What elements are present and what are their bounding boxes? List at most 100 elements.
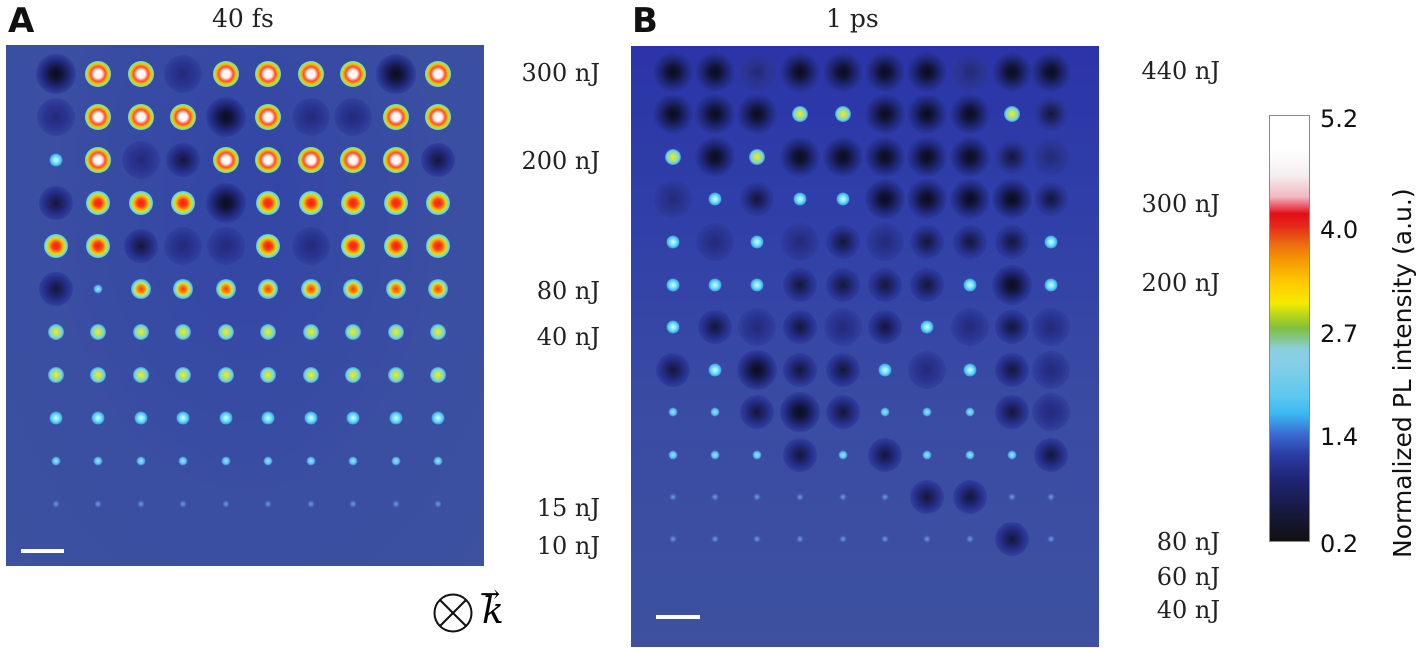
pl-dot bbox=[783, 353, 817, 387]
pl-dot bbox=[738, 53, 776, 91]
pl-dot bbox=[299, 191, 323, 215]
pl-dot bbox=[953, 225, 987, 259]
pl-dot bbox=[865, 52, 905, 92]
pl-dot bbox=[221, 456, 231, 466]
pl-dot bbox=[823, 52, 863, 92]
pl-dot bbox=[995, 225, 1029, 259]
energy-label: 300 nJ bbox=[521, 59, 600, 87]
pl-dot bbox=[124, 229, 158, 263]
energy-label: 40 nJ bbox=[536, 323, 600, 351]
wave-vector-k: k bbox=[482, 591, 504, 632]
pl-dot bbox=[386, 279, 406, 299]
pl-dot bbox=[49, 153, 63, 167]
pl-dot bbox=[426, 234, 450, 258]
pl-dot bbox=[666, 235, 680, 249]
pl-dot bbox=[176, 411, 190, 425]
pl-dot bbox=[346, 411, 360, 425]
energy-label: 200 nJ bbox=[1141, 269, 1220, 297]
pl-dot bbox=[708, 363, 722, 377]
pl-dot bbox=[263, 456, 273, 466]
pl-dot bbox=[753, 493, 761, 501]
pl-dot bbox=[1034, 182, 1068, 216]
pl-dot bbox=[951, 53, 989, 91]
pl-dot bbox=[340, 61, 366, 87]
pl-dot bbox=[781, 223, 819, 261]
pl-dot bbox=[881, 535, 889, 543]
pl-dot bbox=[865, 94, 905, 134]
pl-dot bbox=[750, 235, 764, 249]
pl-dot bbox=[950, 94, 990, 134]
pl-dot bbox=[255, 147, 281, 173]
pl-dot bbox=[388, 324, 404, 340]
pl-dot bbox=[258, 279, 278, 299]
energy-label: 200 nJ bbox=[521, 147, 600, 175]
pl-dot bbox=[340, 147, 366, 173]
pl-dot bbox=[796, 493, 804, 501]
pl-dot bbox=[992, 52, 1032, 92]
pl-dot bbox=[708, 192, 722, 206]
pl-dot bbox=[953, 480, 987, 514]
pl-dot bbox=[780, 137, 820, 177]
energy-label: 300 nJ bbox=[1141, 190, 1220, 218]
pl-dot bbox=[740, 182, 774, 216]
pl-dot bbox=[206, 97, 246, 137]
pl-dot bbox=[708, 278, 722, 292]
pl-dot bbox=[129, 191, 153, 215]
pl-dot bbox=[218, 367, 234, 383]
pl-dot bbox=[1007, 450, 1017, 460]
pl-dot bbox=[166, 143, 200, 177]
pl-dot bbox=[908, 351, 946, 389]
pl-dot bbox=[835, 106, 851, 122]
pl-dot bbox=[780, 52, 820, 92]
pl-dot bbox=[1008, 493, 1016, 501]
pl-dot bbox=[93, 284, 103, 294]
pl-dot bbox=[839, 535, 847, 543]
pl-dot bbox=[711, 493, 719, 501]
pl-dot bbox=[376, 54, 416, 94]
colorbar-tick-5-2: 5.2 bbox=[1320, 105, 1359, 133]
pl-dot bbox=[865, 137, 905, 177]
pl-dot bbox=[1032, 351, 1070, 389]
pl-dot bbox=[164, 227, 202, 265]
pl-dot bbox=[222, 500, 230, 508]
pl-dot bbox=[430, 324, 446, 340]
panel-a-letter: A bbox=[8, 1, 35, 41]
pl-dot bbox=[995, 395, 1029, 429]
pl-dot bbox=[881, 493, 889, 501]
pl-dot bbox=[94, 500, 102, 508]
pl-dot bbox=[737, 350, 777, 390]
pl-dot bbox=[85, 61, 111, 87]
pl-dot bbox=[695, 52, 735, 92]
pl-dot bbox=[383, 147, 409, 173]
pl-dot bbox=[90, 324, 106, 340]
energy-label: 440 nJ bbox=[1141, 57, 1220, 85]
pl-dot bbox=[86, 234, 110, 258]
colorbar-label: Normalized PL intensity (a.u.) bbox=[1388, 188, 1417, 558]
pl-dot bbox=[51, 456, 61, 466]
pl-dot bbox=[178, 456, 188, 466]
pl-dot bbox=[654, 180, 692, 218]
pl-dot bbox=[334, 98, 372, 136]
pl-dot bbox=[128, 61, 154, 87]
pl-dot bbox=[343, 279, 363, 299]
pl-dot bbox=[173, 279, 193, 299]
pl-dot bbox=[264, 500, 272, 508]
pl-dot bbox=[345, 324, 361, 340]
pl-dot bbox=[133, 367, 149, 383]
pl-dot bbox=[1032, 393, 1070, 431]
pl-dot bbox=[179, 500, 187, 508]
pl-dot bbox=[260, 324, 276, 340]
pl-dot bbox=[298, 61, 324, 87]
pl-dot bbox=[750, 278, 764, 292]
pl-dot bbox=[656, 353, 690, 387]
pl-dot bbox=[170, 104, 196, 130]
pl-dot bbox=[950, 179, 990, 219]
pl-dot bbox=[1044, 278, 1058, 292]
pl-dot bbox=[255, 104, 281, 130]
panel-b-pl-map bbox=[631, 46, 1099, 647]
pl-dot bbox=[306, 456, 316, 466]
scale-bar bbox=[656, 615, 700, 619]
pl-dot bbox=[696, 223, 734, 261]
pl-dot bbox=[653, 52, 693, 92]
into-page-cross-circle-icon bbox=[433, 593, 473, 633]
